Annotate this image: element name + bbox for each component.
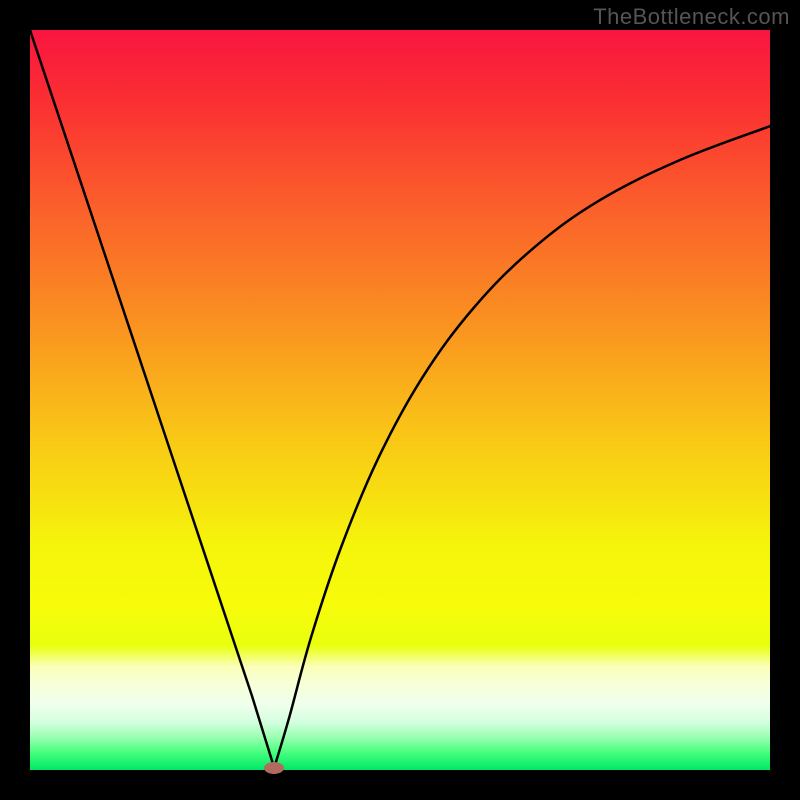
bottleneck-curve	[30, 30, 770, 770]
attribution-text: TheBottleneck.com	[593, 4, 790, 30]
curve-minimum-marker	[264, 762, 284, 774]
plot-area	[30, 30, 770, 770]
curve-right-branch	[274, 126, 770, 768]
curve-left-branch	[30, 30, 274, 768]
